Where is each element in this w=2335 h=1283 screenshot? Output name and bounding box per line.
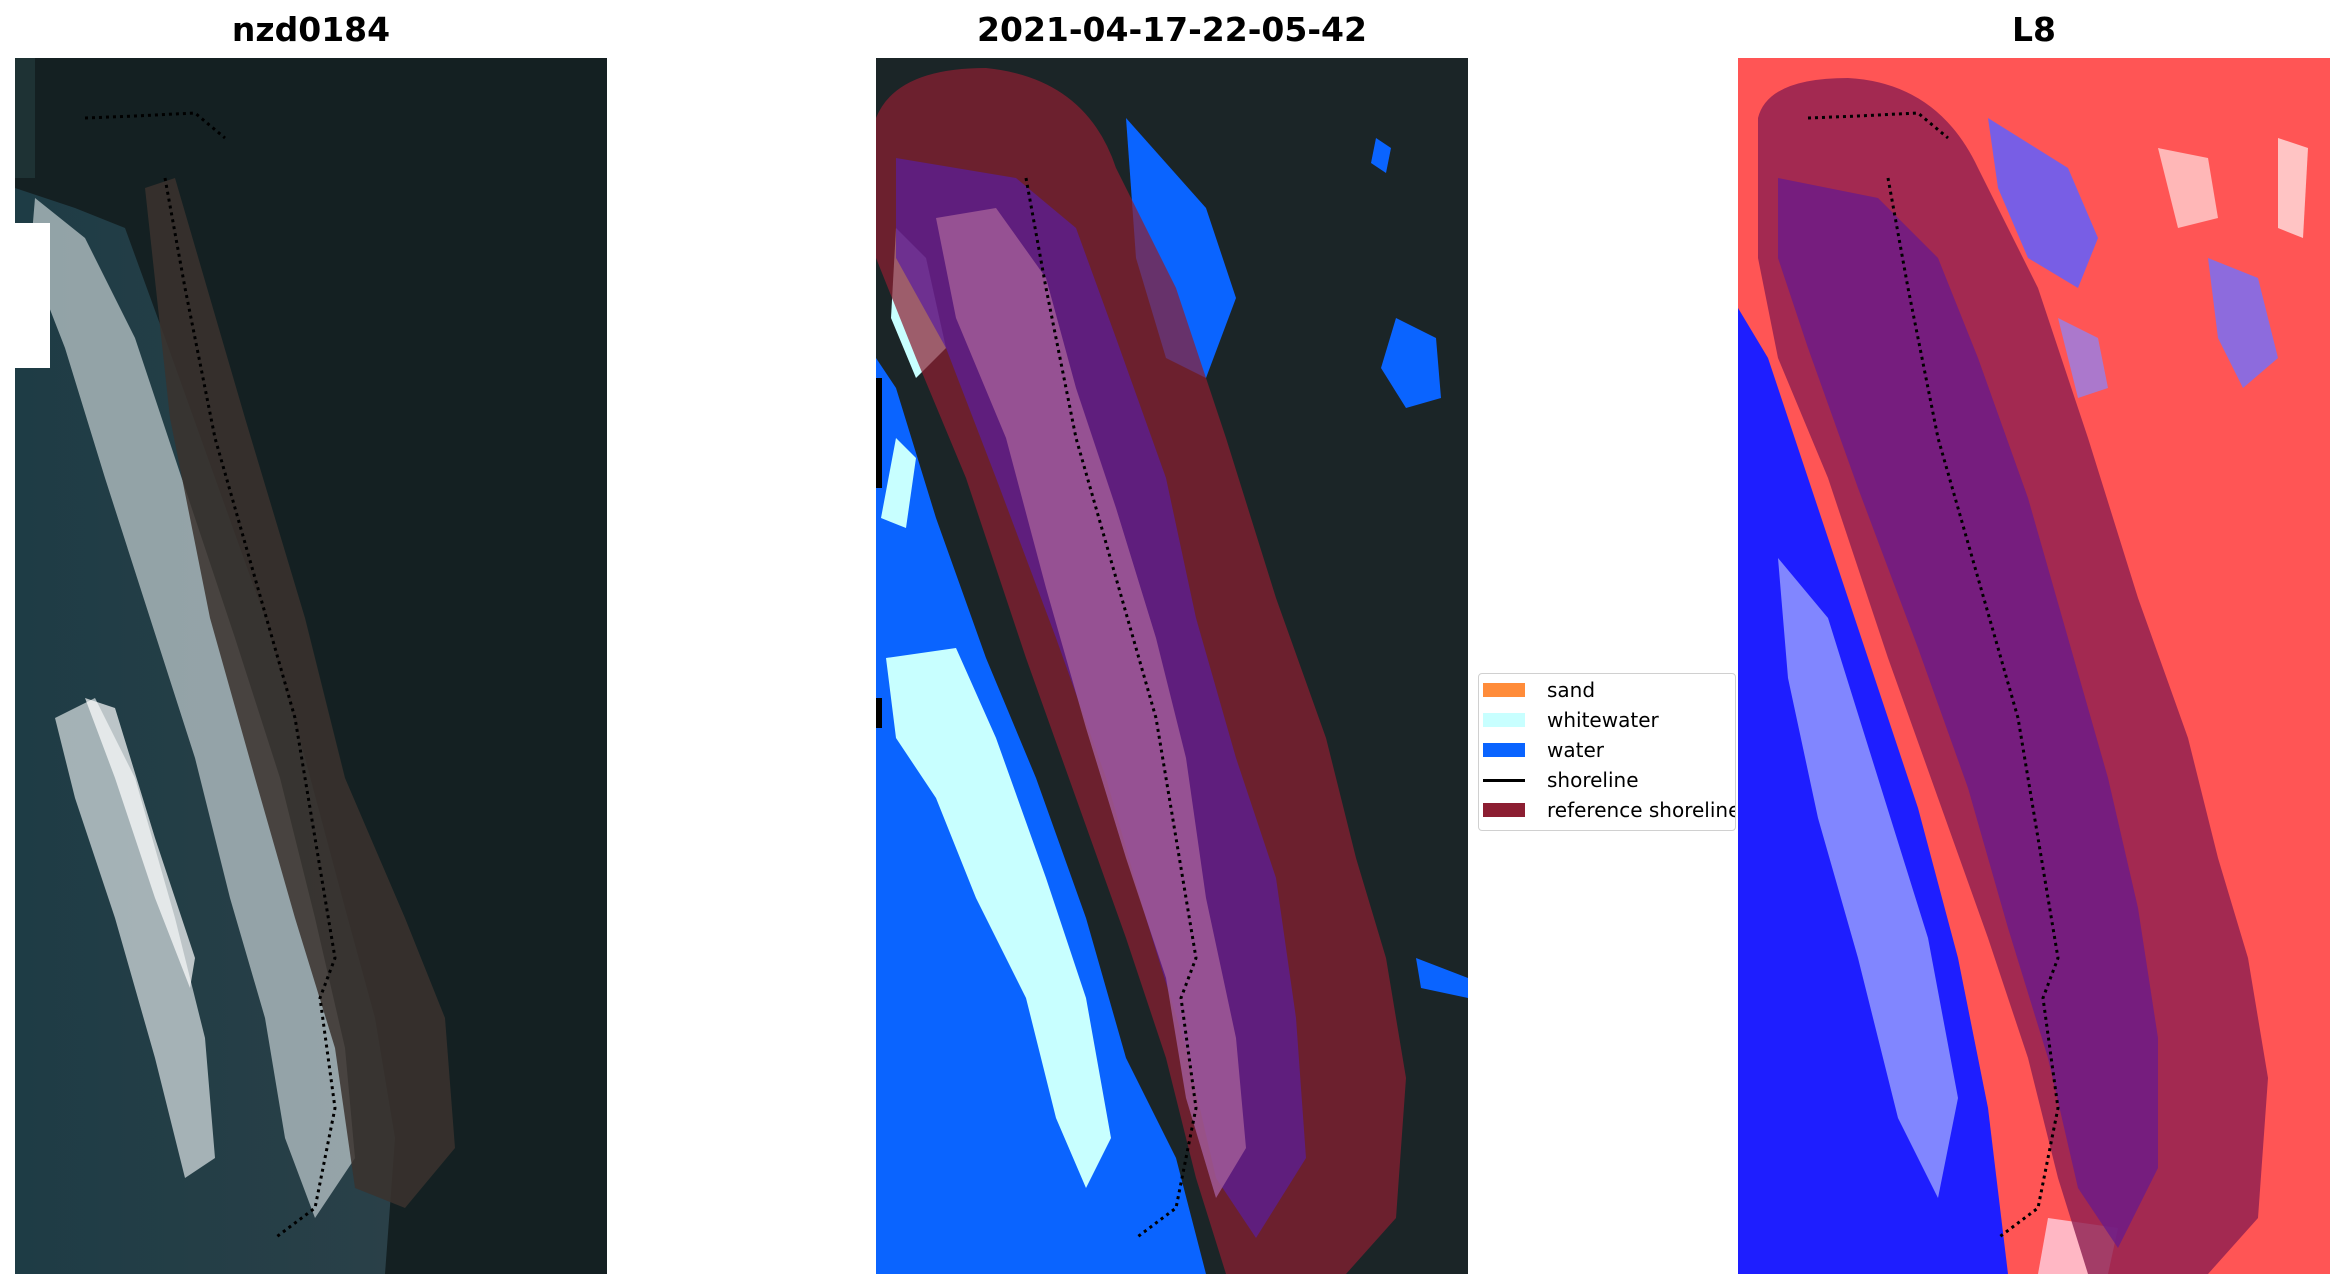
legend-item-shoreline: shoreline	[1479, 764, 1735, 794]
legend-item-sand: sand	[1479, 674, 1735, 704]
legend: sand whitewater water shoreline referenc…	[1478, 673, 1736, 831]
legend-label: sand	[1547, 678, 1596, 702]
index-map	[1738, 58, 2330, 1274]
sand-swatch	[1483, 683, 1525, 697]
legend-label: reference shoreline	[1547, 798, 1736, 822]
panel-title-rgb: nzd0184	[231, 10, 391, 49]
legend-label: whitewater	[1547, 708, 1659, 732]
panel-title-index: L8	[2012, 10, 2056, 49]
legend-item-water: water	[1479, 734, 1735, 764]
legend-label: water	[1547, 738, 1604, 762]
legend-label: shoreline	[1547, 768, 1639, 792]
rgb-satellite-image	[15, 58, 607, 1274]
legend-item-whitewater: whitewater	[1479, 704, 1735, 734]
reference-shoreline-swatch	[1483, 803, 1525, 817]
classification-map	[876, 58, 1468, 1274]
whitewater-swatch	[1483, 713, 1525, 727]
panel-title-classification: 2021-04-17-22-05-42	[977, 10, 1367, 49]
shoreline-line-swatch	[1483, 779, 1525, 782]
legend-item-reference-shoreline: reference shoreline	[1479, 794, 1736, 824]
water-swatch	[1483, 743, 1525, 757]
